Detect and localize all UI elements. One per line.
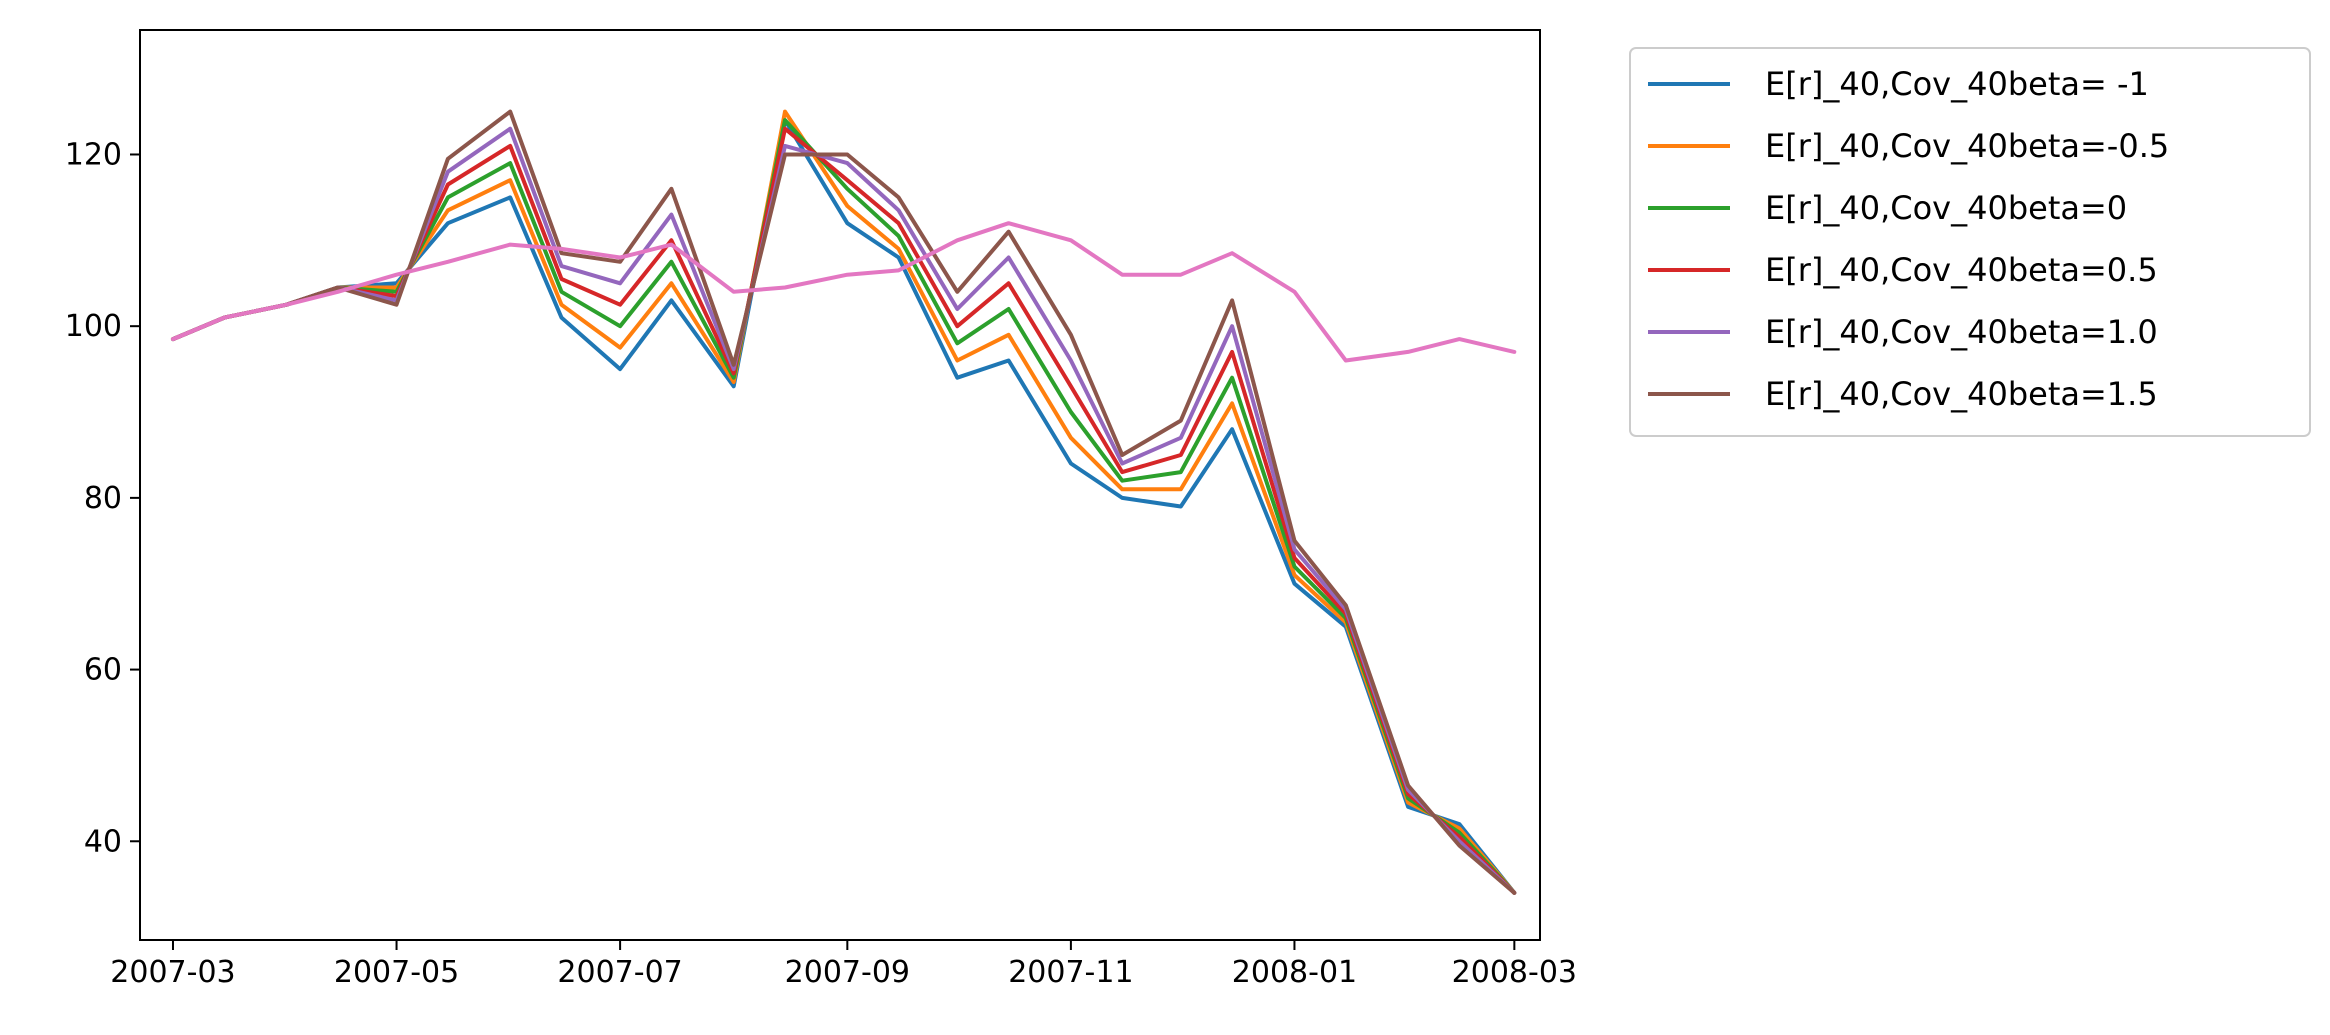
series-layer — [171, 109, 1517, 895]
x-tick-label: 2007-11 — [1008, 955, 1133, 990]
legend-label: E[r]_40,Cov_40beta=0.5 — [1765, 251, 2158, 289]
x-tick-label: 2007-09 — [785, 955, 910, 990]
series-line-2 — [171, 109, 1517, 895]
y-tick-label: 60 — [84, 653, 122, 688]
x-tick-label: 2008-01 — [1232, 955, 1357, 990]
legend-label: E[r]_40,Cov_40beta=-0.5 — [1765, 127, 2169, 165]
legend: E[r]_40,Cov_40beta= -1 E[r]_40,Cov_40beta… — [1629, 47, 2311, 437]
y-tick-label: 120 — [65, 137, 122, 172]
y-tick-label: 40 — [84, 824, 122, 859]
plot-area — [139, 29, 1541, 941]
series-line-1 — [171, 118, 1517, 895]
y-axis: 40 60 80 100 120 — [65, 137, 140, 859]
x-tick-label: 2007-07 — [557, 955, 682, 990]
x-tick-label: 2008-03 — [1452, 955, 1577, 990]
plot-background — [140, 30, 1540, 940]
x-tick-label: 2007-05 — [334, 955, 459, 990]
series-line-6 — [171, 109, 1517, 895]
y-tick-label: 80 — [84, 481, 122, 516]
x-axis: 2007-03 2007-05 2007-07 2007-09 2007-11 2008-… — [110, 940, 1577, 990]
y-tick-label: 100 — [65, 309, 122, 344]
legend-label: E[r]_40,Cov_40beta=0 — [1765, 189, 2127, 227]
legend-label: E[r]_40,Cov_40beta= -1 — [1765, 65, 2149, 103]
plot-frame — [139, 29, 1541, 941]
legend-box — [1629, 47, 2311, 437]
series-line-7 — [171, 221, 1517, 363]
legend-label: E[r]_40,Cov_40beta=1.5 — [1765, 375, 2158, 413]
legend-label: E[r]_40,Cov_40beta=1.0 — [1765, 313, 2158, 351]
x-tick-label: 2007-03 — [110, 955, 235, 990]
